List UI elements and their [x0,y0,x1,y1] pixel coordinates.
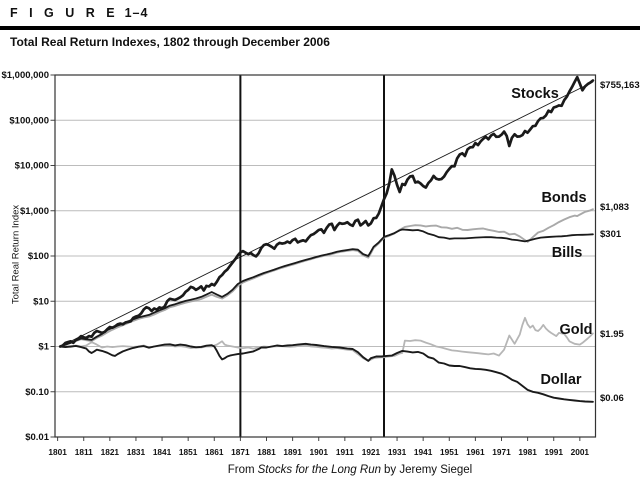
caption-suffix: by Jeremy Siegel [384,464,473,476]
x-tick-label: 1851 [179,447,198,457]
x-tick-label: 1981 [518,447,537,457]
x-tick-label: 1991 [544,447,563,457]
caption-prefix: From [227,464,255,476]
series-label-bills: Bills [552,245,583,261]
end-value-label-bills: $301 [600,229,622,240]
series-line-stocks [58,75,595,348]
figure-number: 1–4 [124,6,149,20]
y-tick-label: $100 [28,251,49,262]
x-tick-label: 2001 [571,447,590,457]
x-tick-label: 1891 [283,447,302,457]
header-divider-rule [0,26,640,30]
plot-frame [54,74,597,438]
series-label-gold: Gold [559,322,592,338]
caption-book-title: Stocks for the Long Run [257,464,381,476]
series-label-dollar: Dollar [540,372,581,388]
y-tick-label: $1,000 [20,206,49,217]
y-tick-label: $100,000 [9,115,49,126]
series-line-stocks-trend [59,81,594,347]
figure-header: F I G U R E 1–4 [10,6,148,20]
end-value-label-dollar: $0.06 [600,393,624,404]
x-tick-label: 1801 [48,447,67,457]
x-tick-label: 1861 [205,447,224,457]
x-tick-label: 1871 [231,447,250,457]
end-value-label-stocks: $755,163 [600,80,640,91]
y-tick-label: $10,000 [15,161,49,172]
series-label-stocks: Stocks [511,86,559,102]
y-tick-label: $0.10 [25,387,49,398]
series-line-bills [59,228,594,348]
x-tick-label: 1901 [309,447,328,457]
figure-label: F I G U R E [10,6,119,20]
x-tick-label: 1941 [414,447,433,457]
y-tick-label: $1,000,000 [1,70,49,81]
y-tick-label: $10 [33,296,49,307]
chart-subtitle: Total Real Return Indexes, 1802 through … [10,35,330,49]
series-line-dollar [59,342,594,403]
x-tick-label: 1971 [492,447,511,457]
series-label-bonds: Bonds [541,190,586,206]
x-tick-label: 1931 [388,447,407,457]
x-tick-label: 1831 [127,447,146,457]
x-tick-label: 1921 [362,447,381,457]
x-tick-label: 1911 [336,447,354,457]
x-tick-label: 1841 [153,447,172,457]
y-tick-label: $1 [38,342,49,353]
x-tick-label: 1881 [257,447,276,457]
end-value-label-gold: $1.95 [600,329,624,340]
x-tick-label: 1821 [101,447,120,457]
y-tick-label: $0.01 [25,432,49,443]
end-value-label-bonds: $1,083 [600,202,629,213]
x-tick-label: 1951 [440,447,459,457]
source-caption: From Stocks for the Long Run by Jeremy Sie… [0,464,640,476]
x-tick-label: 1811 [75,447,93,457]
series-line-gold [59,316,594,362]
x-tick-label: 1961 [466,447,485,457]
